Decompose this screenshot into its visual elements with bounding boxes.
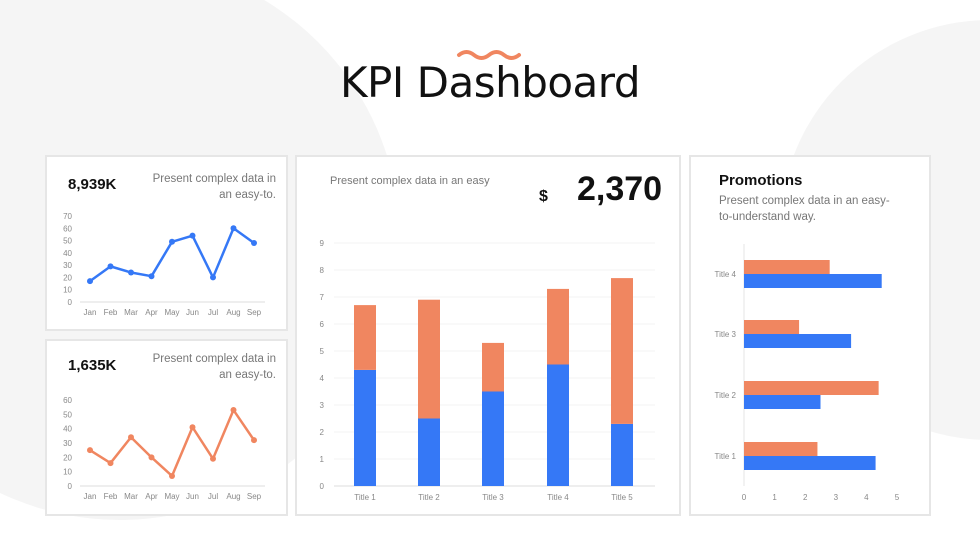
promotions-title: Promotions (719, 172, 803, 189)
kpi-value-top-left: 8,939K (68, 176, 117, 193)
kpi-description-top-left: Present complex data in an easy-to. (152, 173, 276, 201)
promotions-description: Present complex data in an easy-to-under… (719, 195, 890, 223)
kpi-card-center (295, 155, 681, 516)
kpi-description-bottom-left: Present complex data in an easy-to. (152, 353, 276, 381)
kpi-value-bottom-left: 1,635K (68, 357, 117, 374)
center-description: Present complex data in an easy (330, 175, 490, 187)
page-title: KPI Dashboard (340, 58, 640, 107)
center-kpi-value: 2,370 (577, 170, 663, 208)
currency-symbol: $ (539, 188, 548, 205)
